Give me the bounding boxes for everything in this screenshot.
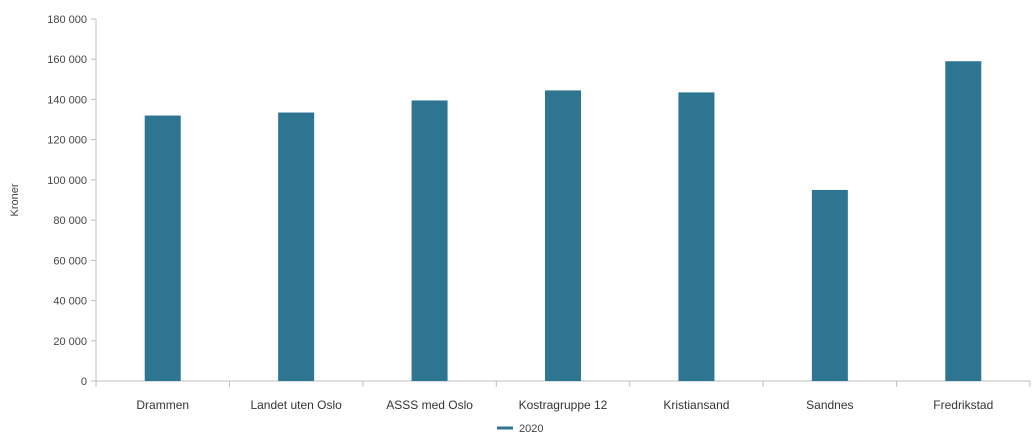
y-tick-label: 40 000	[53, 296, 87, 308]
bar	[411, 100, 448, 381]
y-tick-label: 180 000	[47, 14, 87, 26]
x-tick-label: Landet uten Oslo	[250, 398, 342, 412]
bar	[678, 92, 715, 382]
legend-label-2020: 2020	[519, 423, 543, 435]
bar	[545, 90, 581, 382]
y-axis: 0 20 000 40 000 60 000 80 000 100 000 120 000 1…	[47, 14, 97, 388]
bar	[811, 189, 848, 381]
x-tick-label: Kristiansand	[663, 398, 729, 412]
y-tick-label: 0	[81, 376, 87, 388]
bar	[278, 112, 315, 382]
y-tick-label: 80 000	[53, 215, 87, 227]
y-tick-label: 140 000	[47, 94, 87, 106]
legend: 2020	[497, 423, 543, 435]
y-tick-label: 20 000	[53, 336, 87, 348]
x-tick-label: Sandnes	[806, 398, 853, 412]
x-axis: Drammen Landet uten Oslo ASSS med Oslo Kost…	[95, 380, 1031, 412]
y-tick-label: 100 000	[47, 175, 87, 187]
bar	[945, 61, 982, 381]
x-tick-label: Fredrikstad	[933, 398, 993, 412]
y-tick-label: 120 000	[47, 135, 87, 147]
x-tick-label: ASSS med Oslo	[386, 398, 473, 412]
bars	[144, 61, 982, 382]
x-tick-label: Drammen	[136, 398, 189, 412]
y-tick-label: 160 000	[47, 54, 87, 66]
y-axis-title: Kroner	[9, 183, 21, 216]
y-tick-label: 60 000	[53, 255, 87, 267]
bar	[144, 115, 181, 382]
x-tick-label: Kostragruppe 12	[519, 398, 608, 412]
